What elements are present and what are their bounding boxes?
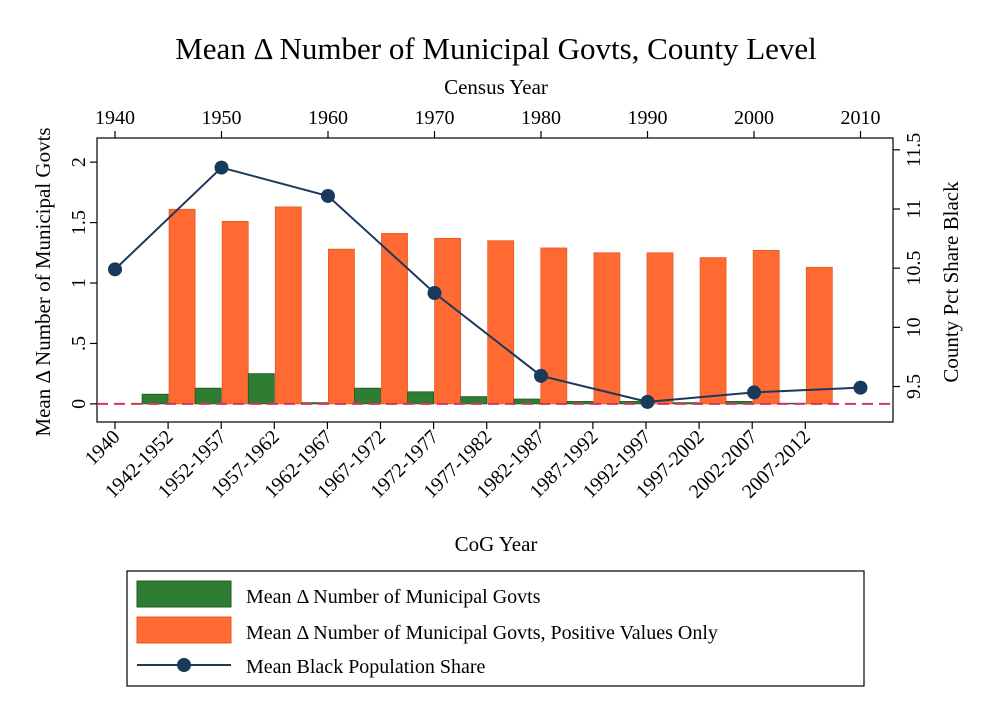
right-y-tick-label: 10 — [903, 317, 925, 337]
census-year-tick-label: 1970 — [415, 107, 455, 129]
bar-municipal-govts-positive — [221, 220, 249, 405]
legend: Mean Δ Number of Municipal Govts Mean Δ … — [126, 570, 865, 687]
bar-municipal-govts — [460, 396, 488, 405]
bar-municipal-govts-positive — [327, 248, 355, 405]
census-year-axis-title: Census Year — [444, 75, 548, 99]
census-year-tick-label: 1960 — [308, 107, 348, 129]
right-y-tick-label: 11 — [903, 199, 925, 218]
census-year-tick-label: 1940 — [95, 107, 135, 129]
bar-municipal-govts-positive — [274, 206, 302, 405]
black-share-marker — [747, 385, 761, 400]
census-year-tick-label: 1950 — [202, 107, 242, 129]
left-y-tick-label: .5 — [68, 336, 90, 351]
bar-municipal-govts — [725, 401, 753, 405]
bar-municipal-govts-positive — [487, 240, 515, 405]
bar-municipal-govts — [247, 373, 275, 405]
bar-municipal-govts-positive — [434, 237, 462, 405]
bar-municipal-govts — [407, 391, 435, 405]
left-y-axis: 0 .5 1 1.5 2 — [68, 157, 97, 409]
bar-municipal-govts-positive — [381, 233, 408, 405]
census-year-tick-label: 1990 — [628, 107, 668, 129]
black-share-line — [114, 166, 861, 403]
census-year-axis: 1940 1950 1960 1970 1980 1990 2000 2010 — [95, 107, 881, 138]
left-y-tick-label: 1.5 — [68, 210, 90, 235]
bar-municipal-govts — [194, 387, 222, 405]
legend-box — [126, 570, 865, 687]
plot-area — [96, 137, 894, 423]
bar-municipal-govts-positive — [752, 249, 780, 405]
black-share-marker — [108, 262, 122, 277]
black-share-marker — [321, 188, 335, 203]
legend-swatch-orange — [136, 616, 232, 644]
legend-label-orange: Mean Δ Number of Municipal Govts, Positi… — [246, 622, 718, 644]
bar-series — [141, 206, 833, 405]
black-share-marker — [534, 368, 548, 383]
legend-label-green: Mean Δ Number of Municipal Govts — [246, 586, 541, 608]
black-share-marker — [853, 380, 868, 395]
left-y-tick-label: 0 — [68, 399, 90, 409]
legend-label-line: Mean Black Population Share — [246, 656, 486, 678]
x-axis-title: CoG Year — [455, 532, 538, 556]
black-share-marker — [214, 160, 229, 175]
black-share-marker — [640, 394, 655, 409]
left-y-tick-label: 1 — [68, 278, 90, 288]
chart-title: Mean Δ Number of Municipal Govts, County… — [175, 31, 817, 66]
right-y-tick-label: 10.5 — [903, 251, 925, 286]
bar-municipal-govts-positive — [593, 252, 621, 405]
bar-municipal-govts-positive — [168, 208, 196, 405]
bar-municipal-govts-positive — [805, 266, 833, 405]
x-tick-label: 1940 — [81, 426, 125, 470]
census-year-tick-label: 2000 — [734, 107, 774, 129]
left-y-tick-label: 2 — [68, 157, 90, 167]
legend-marker — [177, 658, 191, 672]
black-share-marker — [427, 286, 442, 301]
bar-municipal-govts — [141, 393, 169, 405]
x-axis: 19401942-19521952-19571957-19621962-1967… — [81, 422, 815, 503]
census-year-tick-label: 2010 — [841, 107, 881, 129]
right-y-axis: 9.5 10 10.5 11 11.5 — [893, 133, 925, 399]
right-y-axis-title: County Pct Share Black — [939, 181, 963, 383]
line-series — [108, 160, 868, 409]
left-y-axis-title: Mean Δ Number of Municipal Govts — [31, 127, 55, 436]
bar-municipal-govts-positive — [646, 252, 674, 405]
right-y-tick-label: 9.5 — [903, 374, 925, 399]
bar-municipal-govts — [354, 387, 381, 405]
legend-swatch-green — [136, 580, 232, 608]
bar-municipal-govts-positive — [699, 257, 727, 405]
census-year-tick-label: 1980 — [521, 107, 561, 129]
right-y-tick-label: 11.5 — [903, 133, 925, 167]
